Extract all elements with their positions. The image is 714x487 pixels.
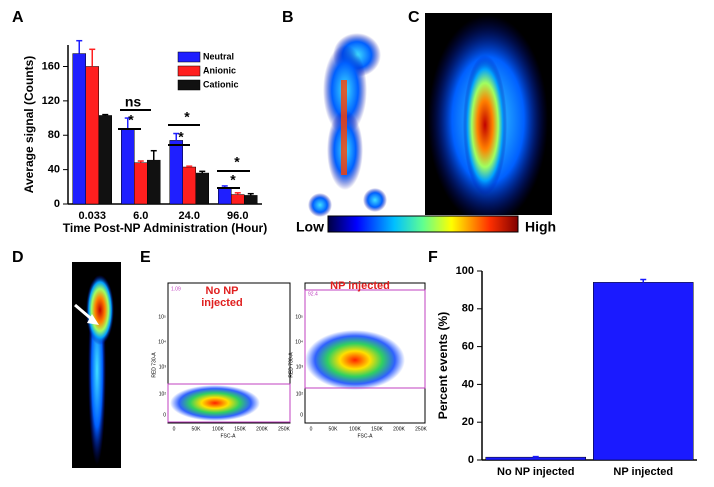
flow-title: NP injected (330, 280, 390, 292)
flow-x-tick: 50K (192, 426, 202, 432)
flow-gate: 1.09 (171, 286, 181, 292)
significance: * (234, 154, 240, 170)
x-tick-label: 96.0 (227, 210, 248, 222)
flow-y-tick: 10² (159, 391, 167, 397)
significance: * (178, 129, 184, 145)
flow-gate: 92.4 (308, 291, 318, 297)
flow-title: No NP injected (201, 285, 243, 309)
y-tick-label: 20 (462, 416, 474, 428)
bar (169, 140, 183, 205)
flow-x-tick: 200K (256, 426, 268, 432)
flow-y-tick: 10⁵ (158, 314, 166, 320)
y-tick-label: 80 (48, 129, 60, 141)
significance: * (230, 172, 236, 188)
y-axis-label: Average signal (Counts) (22, 56, 36, 194)
significance: * (128, 112, 134, 128)
legend-swatch (177, 65, 201, 77)
y-tick-label: 0 (54, 198, 60, 210)
x-tick-label: NP injected (613, 466, 673, 478)
panel-label: F (428, 249, 438, 266)
image-b (308, 33, 387, 217)
flow-x-tick: 250K (415, 426, 427, 432)
panel-label: C (408, 9, 420, 26)
panel-label: E (140, 249, 151, 266)
x-axis-label: Time Post-NP Administration (Hour) (63, 221, 267, 235)
y-tick-label: 40 (48, 164, 60, 176)
legend-label: Anionic (203, 65, 236, 75)
x-tick-label: No NP injected (497, 466, 574, 478)
significance: ns (125, 94, 142, 110)
flow-x-label: FSC-A (221, 433, 237, 439)
flow-y-tick: 10³ (296, 364, 304, 370)
legend-label: Cationic (203, 79, 239, 89)
image-d (72, 262, 121, 468)
bar (218, 187, 232, 205)
y-tick-label: 40 (462, 378, 474, 390)
bar (182, 166, 196, 205)
flow-y-tick: 0 (300, 412, 303, 418)
significance: * (184, 109, 190, 125)
colorbar (327, 215, 519, 233)
colorbar-high: High (525, 219, 556, 235)
bar (195, 172, 209, 205)
flow-plot-1 (167, 282, 291, 424)
panel-label: A (12, 9, 24, 26)
x-tick-label: 0.033 (78, 210, 106, 222)
flow-y-tick: 10³ (159, 364, 167, 370)
legend-swatch (177, 79, 201, 91)
x-tick-label: 24.0 (179, 210, 200, 222)
bar (98, 115, 112, 205)
flow-x-tick: 100K (212, 426, 224, 432)
y-tick-label: 0 (468, 454, 474, 466)
bar (147, 159, 161, 205)
bar (244, 195, 258, 205)
panel-label: B (282, 9, 294, 26)
y-tick-label: 120 (42, 95, 60, 107)
flow-y-label: RED 730-A (151, 352, 157, 378)
y-tick-label: 100 (456, 265, 474, 277)
bar (231, 194, 245, 205)
flow-x-tick: 200K (393, 426, 405, 432)
colorbar-low: Low (296, 219, 324, 235)
flow-x-label: FSC-A (358, 433, 374, 439)
legend-label: Neutral (203, 51, 234, 61)
y-tick-label: 60 (462, 341, 474, 353)
image-c (425, 13, 552, 225)
y-tick-label: 160 (42, 60, 60, 72)
bar (85, 66, 99, 205)
flow-x-tick: 50K (329, 426, 339, 432)
y-tick-label: 80 (462, 303, 474, 315)
x-tick-label: 6.0 (133, 210, 148, 222)
flow-x-tick: 250K (278, 426, 290, 432)
flow-y-tick: 10² (296, 391, 304, 397)
y-axis-label: Percent events (%) (436, 312, 450, 419)
flow-x-tick: 0 (310, 426, 313, 432)
flow-x-tick: 100K (349, 426, 361, 432)
bar (485, 456, 586, 461)
bar (121, 128, 135, 205)
flow-y-tick: 0 (163, 412, 166, 418)
flow-y-tick: 10⁴ (295, 339, 303, 345)
flow-x-tick: 150K (371, 426, 383, 432)
panel-label: D (12, 249, 24, 266)
flow-y-label: RED 730-A (288, 352, 294, 378)
legend-swatch (177, 51, 201, 63)
flow-x-tick: 150K (234, 426, 246, 432)
bar (134, 162, 148, 205)
flow-y-tick: 10⁵ (295, 314, 303, 320)
bar (593, 282, 694, 461)
flow-plot-2 (304, 282, 426, 424)
flow-x-tick: 0 (173, 426, 176, 432)
flow-y-tick: 10⁴ (158, 339, 166, 345)
bar (72, 53, 86, 205)
